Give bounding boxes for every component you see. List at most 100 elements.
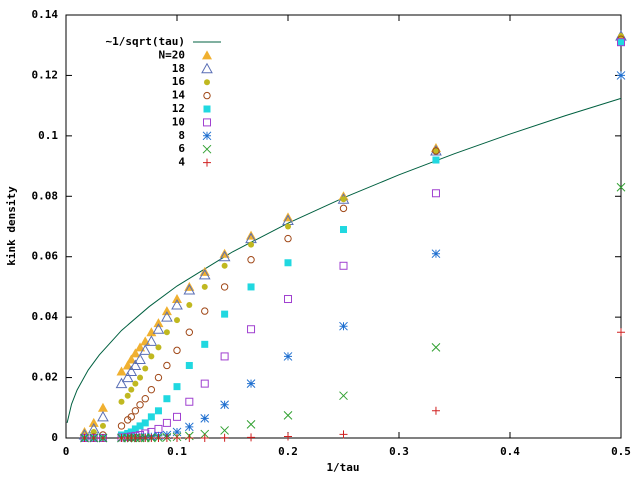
point: [161, 311, 173, 322]
point: [432, 156, 440, 164]
point: [131, 425, 139, 433]
point: [118, 398, 125, 405]
point: [155, 344, 162, 351]
point: [247, 325, 256, 334]
point: [247, 433, 256, 442]
y-tick-label: 0.08: [32, 189, 59, 202]
point: [340, 226, 347, 234]
point: [339, 321, 348, 331]
point: [220, 400, 229, 410]
point: [173, 434, 181, 442]
point: [136, 401, 144, 409]
point: [90, 428, 97, 435]
point: [247, 283, 255, 291]
y-tick-label: 0.12: [32, 68, 59, 81]
x-tick-label: 0: [63, 445, 70, 458]
point: [163, 361, 171, 370]
point: [89, 434, 98, 442]
point: [220, 283, 229, 291]
x-axis-label: 1/tau: [326, 461, 359, 474]
point: [172, 427, 182, 437]
point: [80, 434, 89, 442]
point: [172, 294, 182, 304]
point: [125, 365, 138, 377]
point: [152, 323, 165, 334]
legend-marker: [203, 158, 211, 167]
point: [198, 268, 211, 280]
point: [147, 385, 156, 394]
y-tick-label: 0.04: [32, 310, 59, 323]
point: [284, 259, 292, 267]
point: [617, 38, 625, 47]
point: [163, 395, 171, 403]
point: [173, 383, 181, 391]
point: [99, 422, 106, 429]
point: [200, 434, 209, 442]
point: [137, 374, 144, 381]
point: [97, 402, 108, 412]
point: [220, 352, 229, 361]
point: [98, 434, 107, 442]
point: [220, 433, 229, 442]
point: [284, 432, 292, 441]
legend-marker: [203, 118, 211, 127]
point: [221, 262, 228, 269]
point: [154, 407, 162, 415]
point: [115, 377, 128, 389]
point: [617, 38, 625, 46]
point: [184, 422, 194, 432]
point: [174, 317, 180, 324]
point: [126, 354, 137, 364]
point: [246, 420, 256, 429]
point: [163, 329, 170, 336]
point: [142, 365, 149, 372]
point: [200, 379, 209, 388]
point: [200, 414, 210, 423]
point: [147, 413, 155, 421]
point: [431, 249, 441, 259]
point: [183, 283, 196, 295]
point: [221, 310, 229, 318]
point: [132, 380, 139, 387]
point: [284, 234, 292, 243]
point: [154, 373, 163, 382]
point: [616, 182, 626, 192]
point: [283, 352, 293, 361]
point: [148, 353, 155, 360]
point: [246, 379, 256, 388]
point: [432, 147, 440, 155]
y-axis-label: kink density: [5, 186, 18, 266]
point: [117, 422, 126, 430]
point: [130, 348, 141, 358]
point: [247, 256, 255, 264]
point: [162, 418, 171, 427]
point: [617, 328, 625, 337]
y-tick-label: 0.02: [32, 371, 59, 384]
point: [88, 417, 99, 427]
point: [431, 343, 441, 352]
x-tick-label: 0.5: [611, 445, 631, 458]
point: [135, 342, 146, 352]
legend-label: 8: [178, 129, 185, 142]
point: [283, 410, 293, 420]
x-tick-label: 0.4: [500, 445, 520, 458]
point: [616, 71, 626, 80]
point: [161, 306, 172, 316]
point: [173, 412, 181, 421]
point: [127, 428, 135, 436]
point: [339, 204, 348, 213]
y-tick-label: 0.06: [32, 250, 59, 263]
point: [124, 416, 132, 424]
y-tick-label: 0: [51, 431, 58, 444]
point: [201, 283, 208, 290]
point: [186, 302, 193, 309]
point: [171, 299, 183, 310]
point: [153, 318, 164, 328]
legend-label: 6: [178, 142, 185, 155]
point: [431, 189, 440, 198]
point: [284, 295, 292, 304]
point: [340, 196, 347, 203]
point: [185, 361, 193, 369]
